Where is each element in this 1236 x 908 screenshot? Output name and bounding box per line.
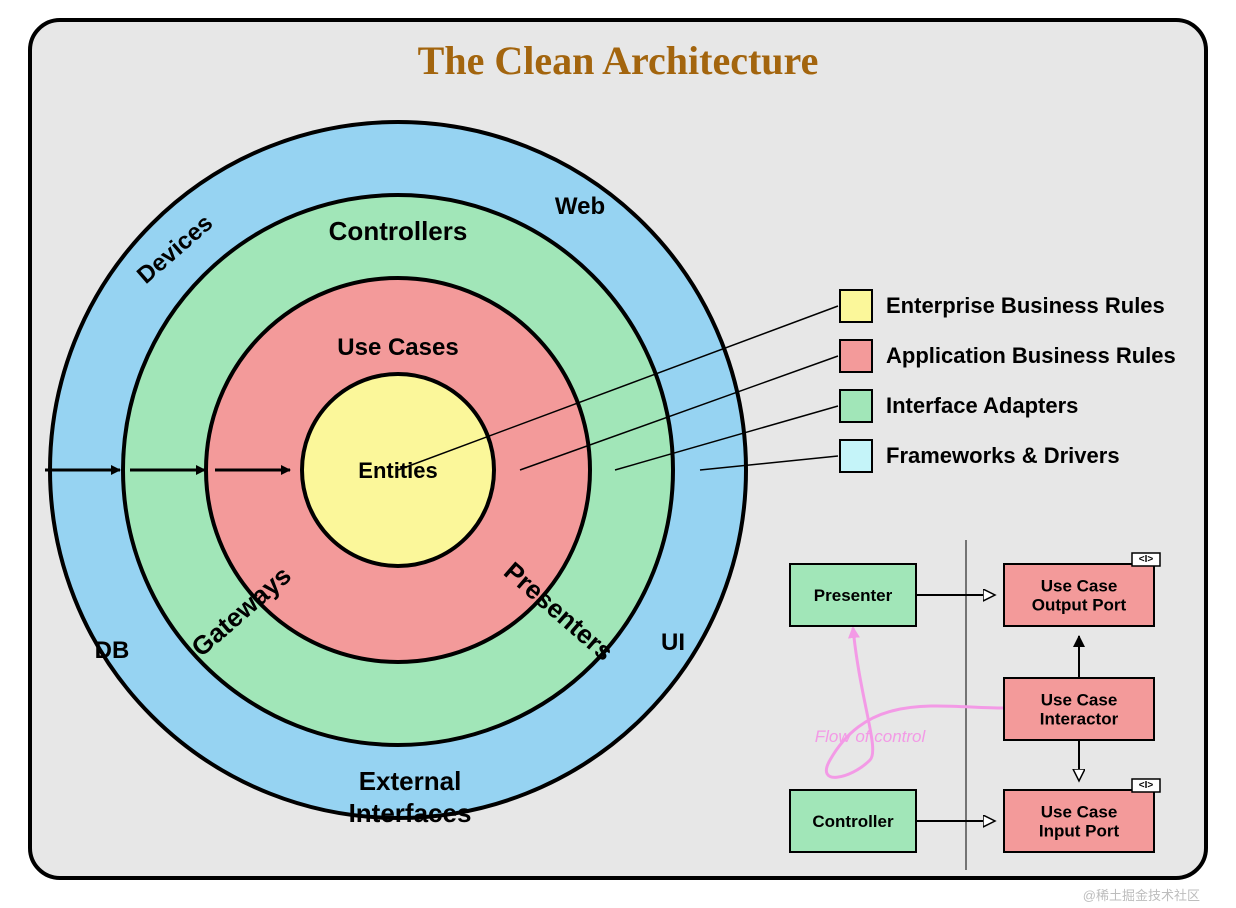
ring-label-9: External (359, 766, 462, 796)
flowchart-interface-icon-output: <I> (1139, 554, 1154, 565)
legend-label-2: Interface Adapters (886, 393, 1078, 418)
ring-label-0: Entities (358, 458, 437, 483)
flowchart-box-output-line-0: Use Case (1041, 576, 1118, 595)
legend-label-1: Application Business Rules (886, 343, 1176, 368)
flowchart-interface-icon-input: <I> (1139, 780, 1154, 791)
legend-swatch-1 (840, 340, 872, 372)
ring-label-3: Web (555, 193, 605, 220)
legend-swatch-3 (840, 440, 872, 472)
flowchart-box-output-line-1: Output Port (1032, 595, 1127, 614)
flowchart-box-interactor-line-0: Use Case (1041, 690, 1118, 709)
ring-label-10: Interfaces (349, 798, 472, 828)
ring-label-1: Use Cases (337, 334, 458, 361)
ring-label-4: UI (661, 629, 685, 656)
flowchart-box-input-line-0: Use Case (1041, 802, 1118, 821)
watermark: @稀土掘金技术社区 (1083, 888, 1200, 903)
ring-label-5: DB (95, 637, 130, 664)
flowchart-box-controller-line-0: Controller (812, 812, 894, 831)
legend-label-0: Enterprise Business Rules (886, 293, 1165, 318)
flow-of-control-label: Flow of control (815, 727, 927, 746)
legend-swatch-0 (840, 290, 872, 322)
flowchart-box-presenter-line-0: Presenter (814, 586, 893, 605)
ring-label-2: Controllers (329, 216, 468, 246)
legend-label-3: Frameworks & Drivers (886, 443, 1120, 468)
flowchart-box-interactor-line-1: Interactor (1040, 709, 1119, 728)
legend-swatch-2 (840, 390, 872, 422)
diagram-title: The Clean Architecture (418, 38, 819, 83)
flowchart-box-input-line-1: Input Port (1039, 821, 1120, 840)
